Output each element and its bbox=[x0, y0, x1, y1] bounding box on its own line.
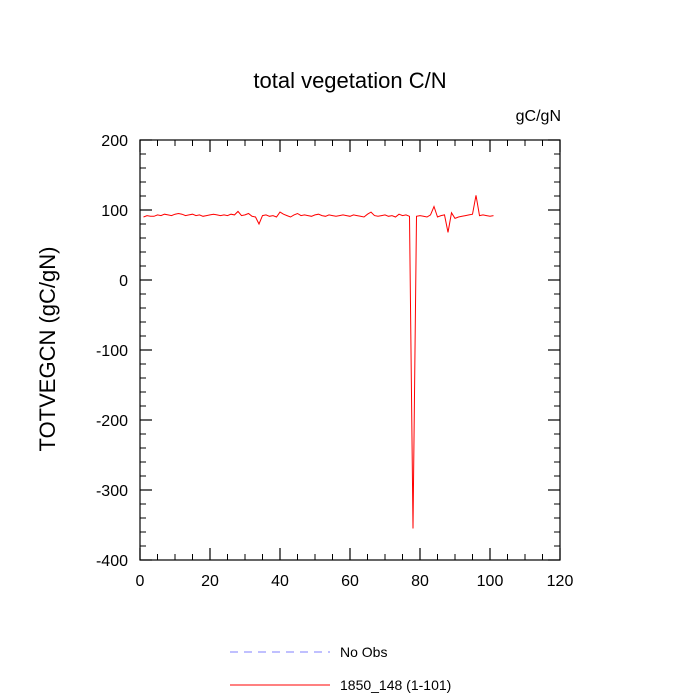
y-tick-label: -400 bbox=[96, 553, 128, 570]
y-axis-label: TOTVEGCN (gC/gN) bbox=[35, 246, 60, 452]
y-tick-label: 0 bbox=[119, 273, 128, 290]
x-tick-label: 40 bbox=[271, 573, 289, 590]
legend-label: No Obs bbox=[340, 644, 387, 660]
x-tick-label: 100 bbox=[477, 573, 504, 590]
x-tick-label: 0 bbox=[136, 573, 145, 590]
y-tick-label: 200 bbox=[101, 133, 128, 150]
chart-title: total vegetation C/N bbox=[253, 68, 447, 93]
units-label: gC/gN bbox=[515, 108, 561, 125]
series-line bbox=[143, 195, 494, 529]
x-tick-label: 60 bbox=[341, 573, 359, 590]
legend-label: 1850_148 (1-101) bbox=[340, 677, 451, 693]
x-tick-label: 20 bbox=[201, 573, 219, 590]
x-tick-label: 120 bbox=[547, 573, 574, 590]
x-tick-label: 80 bbox=[411, 573, 429, 590]
y-tick-label: -300 bbox=[96, 483, 128, 500]
y-tick-label: -100 bbox=[96, 343, 128, 360]
plot-frame bbox=[139, 139, 561, 561]
y-tick-label: -200 bbox=[96, 413, 128, 430]
y-tick-label: 100 bbox=[101, 203, 128, 220]
